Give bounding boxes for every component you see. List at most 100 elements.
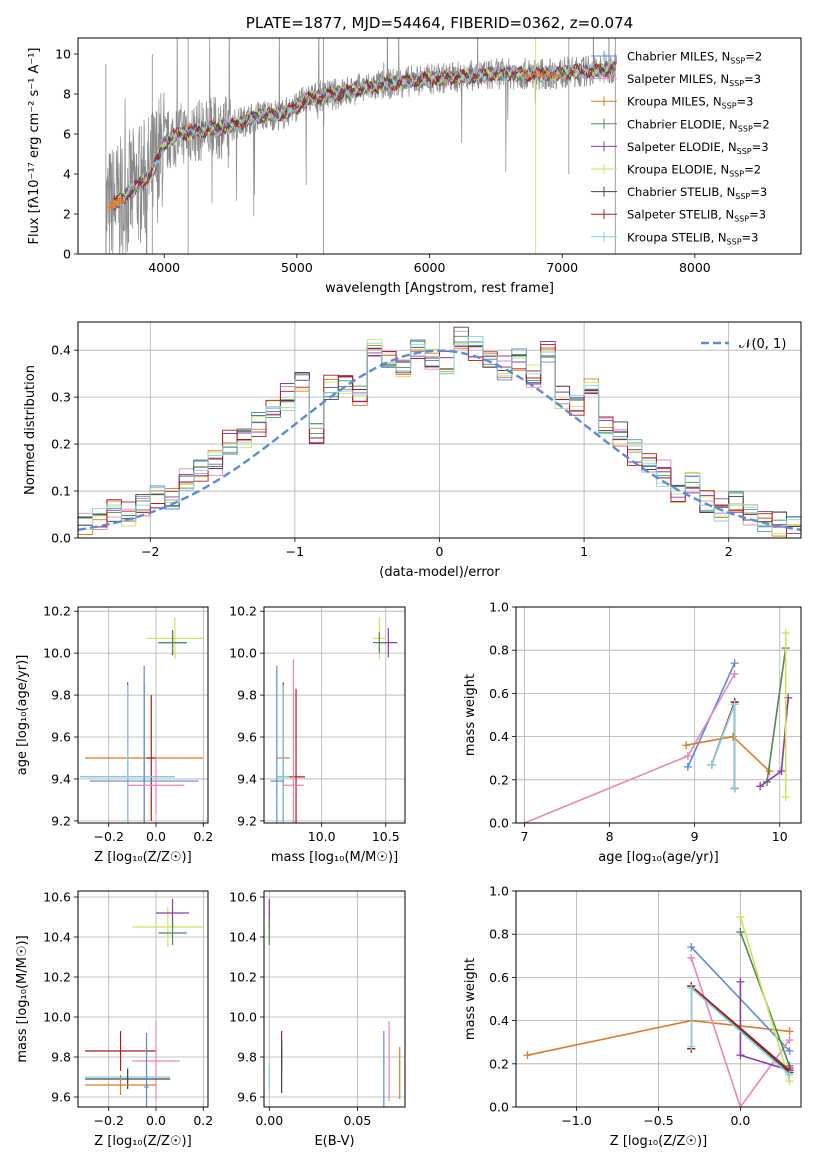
weight_vs_age-ytick-label: 0.2	[489, 772, 509, 787]
age_vs_Z-xtick-label: 0.2	[193, 829, 213, 844]
mass_vs_ebv-plot-area	[268, 899, 401, 1107]
weight-point-marker	[730, 669, 739, 678]
residuals-frame	[77, 321, 802, 539]
weight-series-line	[759, 697, 789, 787]
legend-entry: Kroupa MILES, NSSP=3	[627, 95, 753, 111]
weight-point-marker	[683, 752, 692, 761]
spectrum-ytick-label: 10	[55, 47, 71, 62]
age_vs_mass-ytick-label: 9.8	[237, 688, 257, 703]
age_vs_mass-axes: 10.0 10.5 9.2 9.4 9.6 9.8 10.0 10.2	[229, 604, 405, 844]
weight-series-line	[766, 647, 787, 783]
gaussian-legend-label: 𝒩(0, 1)	[739, 337, 786, 352]
mass_vs_Z-ylabel: mass [log₁₀(M/M☉)]	[15, 935, 30, 1062]
age_vs_mass-xtick-label: 10.0	[308, 829, 336, 844]
age_vs_mass-plot-area	[270, 617, 398, 823]
age_vs_mass-ytick-label: 10.2	[229, 604, 257, 619]
mass_vs_ebv-ytick-label: 9.6	[237, 1090, 257, 1105]
weight_vs_Z-axes: −1.0 −0.5 0.0 0.0 0.2 0.4 0.6 0.8 1.0	[489, 884, 801, 1128]
mass_vs_ebv-ytick-label: 10.6	[229, 890, 257, 905]
spectrum-ytick-label: 0	[63, 247, 71, 262]
weight_vs_Z-ytick-label: 0.8	[489, 927, 509, 942]
weight_vs_Z-ytick-label: 0.6	[489, 970, 509, 985]
mass_vs_ebv-xtick-label: 0.05	[343, 1113, 371, 1128]
legend-tail: =3	[744, 72, 761, 86]
age_vs_mass-ytick-label: 9.6	[237, 730, 257, 745]
weight_vs_age-frame	[515, 606, 802, 824]
weight-point-marker	[687, 943, 696, 952]
spectrum-xtick-label: 4000	[148, 260, 180, 275]
weight_vs_age-xtick-label: 8	[606, 829, 614, 844]
weight_vs_age-plot-area	[520, 628, 793, 823]
age_vs_mass-frame	[263, 606, 406, 824]
age_vs_Z-ylabel: age [log₁₀(age/yr)]	[15, 655, 30, 776]
age_vs_Z-xlabel: Z [log₁₀(Z/Z☉)]	[94, 850, 191, 865]
legend-label: Salpeter ELODIE, N	[627, 140, 737, 154]
weight_vs_age-xtick-label: 9	[691, 829, 699, 844]
spectrum-xtick-label: 6000	[414, 260, 446, 275]
spectrum-xtick-label: 8000	[679, 260, 711, 275]
legend-sub: SSP	[734, 215, 749, 224]
spectrum-xtick-label: 5000	[281, 260, 313, 275]
legend-sub: SSP	[729, 79, 744, 88]
weight-point-marker	[785, 1046, 794, 1055]
legend-label: Kroupa ELODIE, N	[627, 163, 729, 177]
spectrum-title: PLATE=1877, MJD=54464, FIBERID=0362, z=0…	[246, 14, 633, 32]
weight-point-marker	[687, 1042, 696, 1051]
spectrum-frame	[77, 37, 802, 255]
weight_vs_Z-xtick-label: −0.5	[643, 1113, 673, 1128]
weight-point-marker	[707, 760, 716, 769]
residuals-xtick-label: 2	[725, 544, 733, 559]
weight_vs_age-xlabel: age [log₁₀(age/yr)]	[598, 850, 719, 865]
mass_vs_ebv-ytick-label: 10.4	[229, 930, 257, 945]
legend-sub: SSP	[727, 237, 742, 246]
legend-tail: =2	[744, 163, 761, 177]
legend-entry: Salpeter ELODIE, NSSP=3	[627, 140, 769, 156]
residuals-ytick-label: 0.1	[51, 484, 71, 499]
legend-tail: =3	[750, 185, 767, 199]
weight-point-marker	[730, 784, 739, 793]
legend-entry: Kroupa ELODIE, NSSP=2	[627, 163, 761, 179]
mass_vs_Z-xlabel: Z [log₁₀(Z/Z☉)]	[94, 1134, 191, 1149]
spectrum-xtick-label: 7000	[546, 260, 578, 275]
weight-point-marker	[520, 819, 529, 823]
age_vs_Z-plot-area	[80, 617, 204, 823]
age_vs_Z-ytick-label: 9.4	[51, 771, 71, 786]
mass_vs_ebv-xlabel: E(B-V)	[314, 1134, 354, 1149]
weight-point-marker	[785, 1027, 794, 1036]
weight-series-line	[690, 957, 791, 1107]
weight_vs_Z-frame	[515, 890, 802, 1108]
residuals-ytick-label: 0.4	[51, 343, 71, 358]
legend-entry: Chabrier MILES, NSSP=2	[627, 50, 762, 66]
mass_vs_ebv-ytick-label: 9.8	[237, 1050, 257, 1065]
spectrum-model-line	[113, 61, 616, 209]
weight_vs_age-ylabel: mass weight	[463, 674, 478, 756]
legend-tail: =3	[752, 140, 769, 154]
weight_vs_age-ytick-label: 1.0	[489, 600, 509, 615]
weight-point-marker	[687, 984, 696, 993]
legend-entry: Chabrier ELODIE, NSSP=2	[627, 117, 770, 133]
weight-point-marker	[756, 782, 765, 791]
legend-sub: SSP	[722, 102, 737, 111]
mass_vs_Z-ytick-label: 10.2	[43, 970, 71, 985]
weight-point-marker	[736, 928, 745, 937]
mass_vs_Z-ytick-label: 10.4	[43, 930, 71, 945]
residual-hist-series	[78, 335, 801, 538]
mass_vs_Z-xtick-label: 0.0	[146, 1113, 166, 1128]
age_vs_mass-ytick-label: 10.0	[229, 646, 257, 661]
legend-tail: =3	[749, 208, 766, 222]
weight_vs_Z-ytick-label: 0.2	[489, 1056, 509, 1071]
age_vs_Z-ytick-label: 9.6	[51, 730, 71, 745]
legend-tail: =2	[745, 50, 762, 64]
residuals-ytick-label: 0.0	[51, 531, 71, 546]
residuals-xlabel: (data-model)/error	[379, 565, 500, 580]
spectrum-model-orange-red	[521, 71, 562, 80]
weight-series-line	[524, 673, 736, 823]
weight_vs_age-xtick-label: 10	[772, 829, 788, 844]
weight_vs_Z-xlabel: Z [log₁₀(Z/Z☉)]	[610, 1134, 707, 1149]
weight-point-marker	[785, 1036, 794, 1045]
age_vs_mass-xlabel: mass [log₁₀(M/M☉)]	[271, 850, 398, 865]
mass_vs_Z-ytick-label: 9.8	[51, 1050, 71, 1065]
legend-sub: SSP	[730, 57, 745, 66]
weight-point-marker	[785, 1070, 794, 1079]
weight-point-marker	[736, 912, 745, 921]
